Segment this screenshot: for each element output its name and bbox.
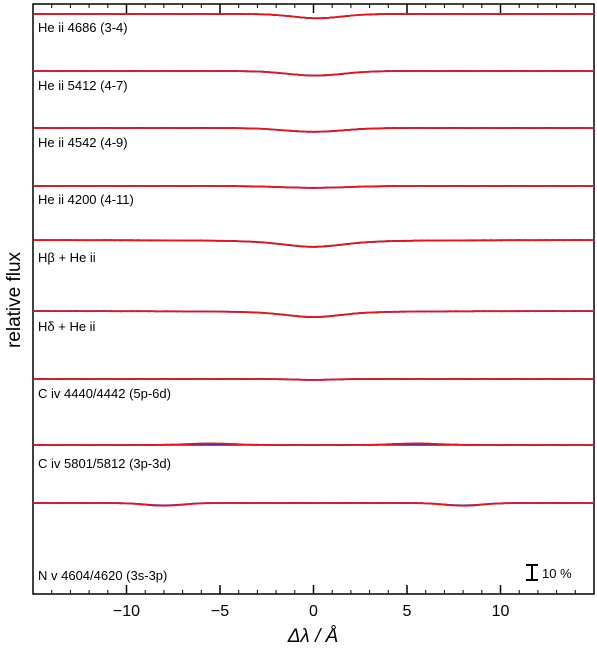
spectrum-panel: He ii 4686 (3-4) [32, 12, 595, 35]
model-spectrum-red [33, 378, 594, 381]
model-spectrum-red [33, 239, 594, 248]
model-spectrum-red [33, 13, 594, 20]
y-axis-label: relative flux [4, 251, 25, 348]
model-spectrum-red [33, 310, 594, 318]
panel-label: C iv 5801/5812 (3p-3d) [38, 456, 171, 471]
spectrum-panel: He ii 4542 (4-9) [32, 126, 595, 150]
model-spectrum-red [33, 502, 594, 507]
x-tick-label: 0 [309, 603, 318, 620]
x-tick-label: −10 [113, 603, 140, 620]
spectrum-panel: He ii 5412 (4-7) [32, 69, 595, 93]
x-axis-ticks: −10 −5 0 5 10 [51, 4, 576, 620]
panel-label: N v 4604/4620 (3s-3p) [38, 568, 167, 583]
model-spectrum-red [33, 127, 594, 133]
spectrum-panel: C iv 5801/5812 (3p-3d) [32, 442, 595, 471]
panel-label: Hδ + He ii [38, 319, 96, 334]
spectrum-panel: Hβ + He ii [32, 239, 595, 265]
spectrum-panel: Hδ + He ii [32, 310, 595, 334]
panel-label: He ii 4200 (4-11) [38, 192, 134, 207]
panel-label: He ii 4686 (3-4) [38, 20, 128, 35]
spectrum-panel: He ii 4200 (4-11) [32, 184, 595, 207]
spectrum-panel: C iv 4440/4442 (5p-6d) [32, 377, 595, 401]
scale-bar: 10 % [526, 564, 572, 581]
panel-label: He ii 5412 (4-7) [38, 78, 128, 93]
scale-bar-label: 10 % [542, 566, 572, 581]
panel-label: C iv 4440/4442 (5p-6d) [38, 386, 171, 401]
model-spectrum-red [33, 70, 594, 77]
x-tick-label: 10 [492, 603, 510, 620]
spectra-panels: He ii 4686 (3-4) He ii 5412 (4-7) He ii 45… [32, 12, 595, 583]
x-axis-label: Δλ / Å [287, 626, 339, 647]
panel-label: He ii 4542 (4-9) [38, 135, 128, 150]
panel-label: Hβ + He ii [38, 250, 96, 265]
spectrum-panel: N v 4604/4620 (3s-3p) [32, 501, 595, 583]
model-spectrum-red [33, 185, 594, 189]
model-spectrum-red [33, 442, 594, 446]
x-tick-label: −5 [211, 603, 229, 620]
x-tick-label: 5 [403, 603, 412, 620]
